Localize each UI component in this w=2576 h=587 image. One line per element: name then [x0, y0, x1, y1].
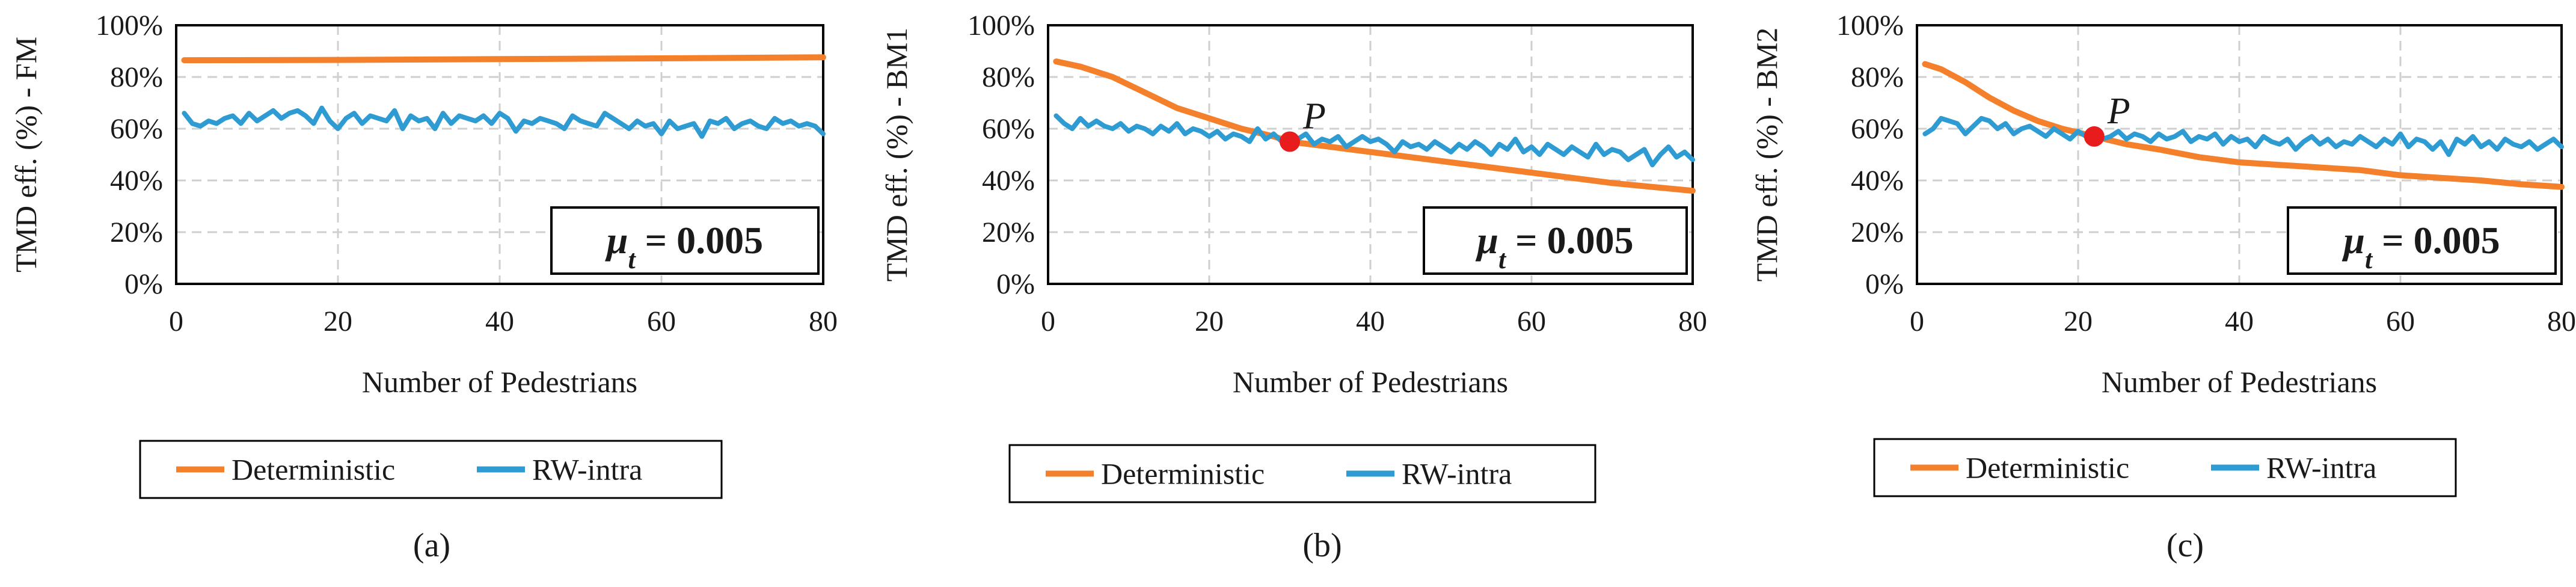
plot-frame [1916, 24, 2563, 285]
x-axis-label: Number of Pedestrians [362, 365, 637, 399]
plot-frame [1047, 24, 1694, 285]
plot-frame [175, 24, 824, 285]
legend-box [139, 440, 723, 499]
x-axis-label: Number of Pedestrians [1233, 365, 1508, 399]
x-tick-label: 60 [647, 306, 676, 337]
y-tick-label: 100% [968, 10, 1035, 41]
x-tick-label: 20 [2064, 306, 2093, 337]
annotation-box [2287, 206, 2557, 275]
y-tick-label: 80% [1851, 61, 1904, 93]
y-tick-label: 80% [110, 61, 163, 93]
y-tick-label: 20% [982, 217, 1035, 248]
y-tick-label: 20% [110, 217, 163, 248]
intersection-point-p [2084, 126, 2105, 147]
x-tick-label: 20 [324, 306, 352, 337]
legend-box [1008, 444, 1596, 503]
x-tick-label: 40 [485, 306, 514, 337]
y-tick-label: 100% [96, 10, 163, 41]
series-line-deterministic [181, 54, 826, 64]
annotation-mu: μt = 0.005 [605, 219, 763, 274]
x-tick-label: 40 [1356, 306, 1385, 337]
x-axis-label: Number of Pedestrians [2102, 365, 2377, 399]
x-tick-label: 0 [169, 306, 183, 337]
series-line-deterministic [1053, 58, 1696, 194]
legend-label-rw-intra: RW-intra [1402, 457, 1512, 491]
x-tick-label: 0 [1910, 306, 1924, 337]
series-line-rw-intra [1053, 113, 1695, 168]
series-line-rw-intra [1922, 115, 2564, 157]
x-tick-label: 0 [1041, 306, 1055, 337]
y-tick-label: 100% [1836, 10, 1904, 41]
annotation-mu: μt = 0.005 [1475, 219, 1633, 274]
legend-label-rw-intra: RW-intra [532, 453, 642, 487]
y-tick-label: 60% [1851, 113, 1904, 145]
legend-label-deterministic: Deterministic [1966, 451, 2129, 485]
y-axis-label: TMD eff. (%) - BM2 [1750, 28, 1783, 282]
y-tick-label: 80% [982, 61, 1035, 93]
x-tick-label: 20 [1195, 306, 1224, 337]
y-tick-label: 0% [124, 268, 163, 300]
x-tick-label: 80 [1678, 306, 1707, 337]
legend-label-deterministic: Deterministic [1101, 457, 1265, 491]
y-tick-label: 60% [982, 113, 1035, 145]
y-tick-label: 60% [110, 113, 163, 145]
annotation-box [550, 206, 820, 275]
chart-panel-bm2: 0% 20% 40% 60% 80% 100% 0 20 40 60 80 Pμt = 0.005 Nu… [1750, 10, 2576, 564]
legend-box [1873, 438, 2457, 497]
point-label: P [1302, 96, 1326, 137]
series-line-deterministic [1922, 61, 2565, 190]
y-axis-label: TMD eff. (%) - FM [9, 37, 43, 272]
chart-panel-bm1: 0% 20% 40% 60% 80% 100% 0 20 40 60 80 Pμt = 0.005 Nu… [880, 10, 1707, 564]
annotation-mu: μt = 0.005 [2341, 219, 2500, 274]
y-tick-label: 40% [1851, 165, 1904, 197]
x-tick-label: 60 [2386, 306, 2415, 337]
panel-label: (b) [1302, 527, 1342, 564]
x-tick-label: 60 [1517, 306, 1546, 337]
panel-label: (c) [2167, 527, 2204, 564]
intersection-point-p [1280, 131, 1300, 152]
chart-panel-fm: 0% 20% 40% 60% 80% 100% 0 20 40 60 80 μt = 0.005 Num… [9, 10, 838, 564]
series-line-rw-intra [182, 105, 826, 139]
y-axis-label: TMD eff. (%) - BM1 [880, 28, 913, 282]
point-label: P [2107, 91, 2130, 132]
x-tick-label: 80 [809, 306, 838, 337]
y-tick-label: 0% [1865, 268, 1904, 300]
legend-label-rw-intra: RW-intra [2266, 451, 2376, 485]
panel-label: (a) [413, 527, 450, 564]
y-tick-label: 40% [982, 165, 1035, 197]
y-tick-label: 0% [996, 268, 1035, 300]
annotation-box [1423, 206, 1688, 275]
y-tick-label: 40% [110, 165, 163, 197]
legend-label-deterministic: Deterministic [232, 453, 395, 487]
x-tick-label: 80 [2547, 306, 2576, 337]
y-tick-label: 20% [1851, 217, 1904, 248]
x-tick-label: 40 [2225, 306, 2254, 337]
